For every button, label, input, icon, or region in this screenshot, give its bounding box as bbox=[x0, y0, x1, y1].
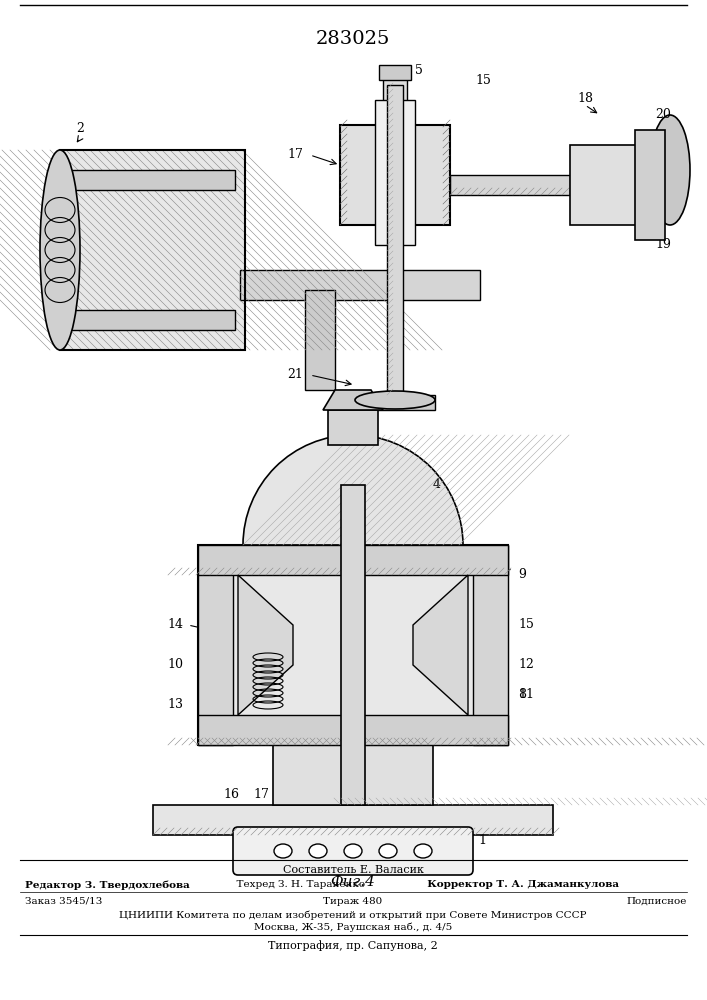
Ellipse shape bbox=[355, 391, 435, 409]
Text: 18: 18 bbox=[577, 92, 593, 105]
Text: Фиг.4: Фиг.4 bbox=[331, 875, 375, 889]
Text: 5: 5 bbox=[327, 479, 335, 491]
Polygon shape bbox=[323, 390, 383, 410]
Bar bbox=[198, 715, 508, 745]
Bar bbox=[70, 310, 235, 330]
Bar bbox=[153, 805, 553, 835]
Bar bbox=[340, 125, 450, 225]
Bar bbox=[375, 100, 415, 245]
Bar bbox=[273, 745, 433, 805]
Bar bbox=[60, 150, 245, 350]
Text: 17: 17 bbox=[253, 788, 269, 802]
Text: 14: 14 bbox=[167, 618, 183, 632]
Bar bbox=[355, 395, 435, 410]
Text: Корректор Т. А. Джаманкулова: Корректор Т. А. Джаманкулова bbox=[420, 880, 619, 889]
Text: 15: 15 bbox=[518, 618, 534, 632]
Ellipse shape bbox=[414, 844, 432, 858]
Polygon shape bbox=[238, 575, 293, 715]
Text: Фиг.3: Фиг.3 bbox=[331, 425, 375, 439]
Bar bbox=[450, 175, 570, 195]
Bar bbox=[240, 270, 480, 300]
Text: 8: 8 bbox=[518, 688, 526, 702]
Bar bbox=[570, 145, 640, 225]
Text: 5: 5 bbox=[415, 64, 423, 77]
Text: 4: 4 bbox=[433, 479, 441, 491]
Polygon shape bbox=[413, 575, 468, 715]
Text: 11: 11 bbox=[518, 688, 534, 702]
Text: 21: 21 bbox=[287, 368, 303, 381]
Text: 9: 9 bbox=[518, 568, 526, 582]
Text: 19: 19 bbox=[655, 238, 671, 251]
Text: 17: 17 bbox=[287, 148, 303, 161]
Bar bbox=[70, 170, 235, 190]
Ellipse shape bbox=[40, 150, 80, 350]
Bar bbox=[198, 545, 508, 745]
Text: 12: 12 bbox=[518, 658, 534, 672]
Ellipse shape bbox=[344, 844, 362, 858]
Text: Заказ 3545/13: Заказ 3545/13 bbox=[25, 897, 103, 906]
Bar bbox=[387, 85, 403, 395]
Text: 283025: 283025 bbox=[316, 30, 390, 48]
Bar bbox=[341, 485, 365, 805]
Text: 6: 6 bbox=[371, 488, 379, 502]
Text: Техред З. Н. Тараненко: Техред З. Н. Тараненко bbox=[230, 880, 365, 889]
Bar bbox=[379, 65, 411, 80]
Ellipse shape bbox=[274, 844, 292, 858]
Text: 16: 16 bbox=[223, 788, 239, 802]
Text: Подписное: Подписное bbox=[626, 897, 687, 906]
Text: 13: 13 bbox=[167, 698, 183, 712]
Bar bbox=[60, 150, 245, 350]
Ellipse shape bbox=[379, 844, 397, 858]
Bar bbox=[198, 545, 233, 745]
Bar bbox=[473, 545, 508, 745]
FancyBboxPatch shape bbox=[233, 827, 473, 875]
Text: 2: 2 bbox=[76, 122, 84, 135]
Text: 15: 15 bbox=[475, 74, 491, 87]
Ellipse shape bbox=[650, 115, 690, 225]
Bar bbox=[305, 290, 335, 390]
Text: Редактор З. Твердохлебова: Редактор З. Твердохлебова bbox=[25, 880, 189, 890]
Text: 1: 1 bbox=[478, 834, 486, 846]
Text: ЦНИИПИ Комитета по делам изобретений и открытий при Совете Министров СССР: ЦНИИПИ Комитета по делам изобретений и о… bbox=[119, 911, 587, 920]
Bar bbox=[198, 545, 508, 575]
Bar bbox=[328, 410, 378, 445]
Wedge shape bbox=[243, 435, 463, 545]
Text: 20: 20 bbox=[655, 108, 671, 121]
Text: Москва, Ж-35, Раушская наб., д. 4/5: Москва, Ж-35, Раушская наб., д. 4/5 bbox=[254, 923, 452, 932]
Bar bbox=[635, 130, 665, 240]
Text: 10: 10 bbox=[167, 658, 183, 672]
Text: Тираж 480: Тираж 480 bbox=[323, 897, 382, 906]
Text: Типография, пр. Сапунова, 2: Типография, пр. Сапунова, 2 bbox=[268, 940, 438, 951]
Text: Составитель Е. Валасик: Составитель Е. Валасик bbox=[283, 865, 423, 875]
Bar bbox=[383, 75, 407, 125]
Ellipse shape bbox=[309, 844, 327, 858]
